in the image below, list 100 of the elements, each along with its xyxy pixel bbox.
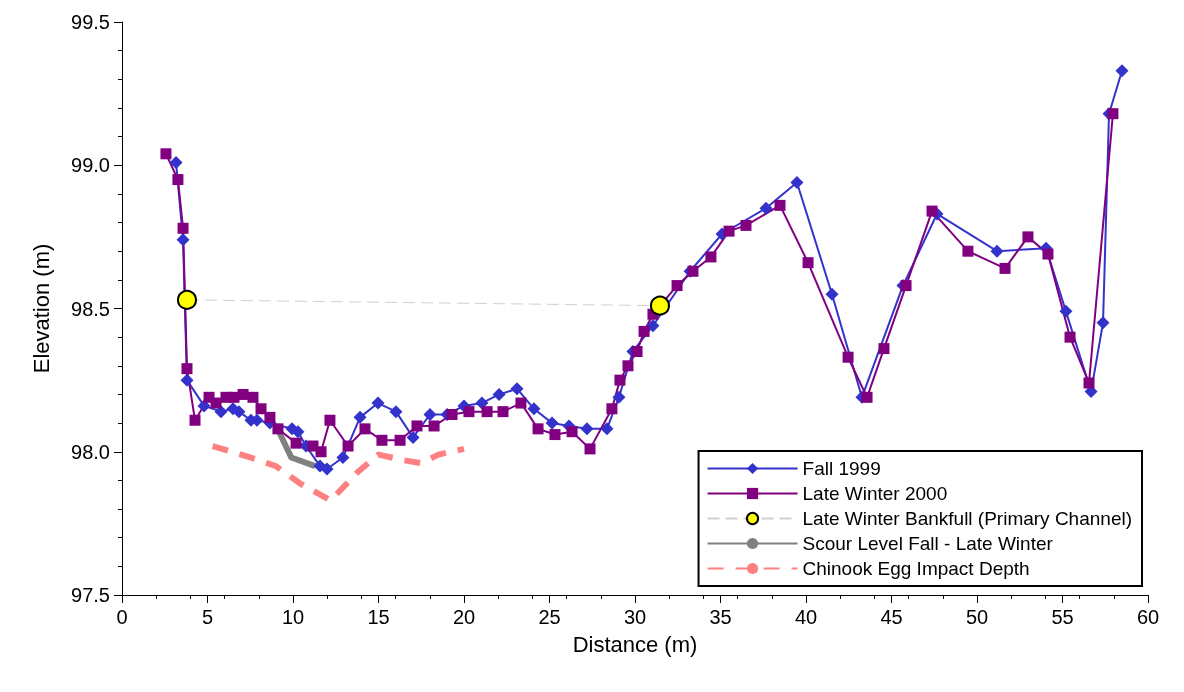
point	[411, 420, 423, 432]
point	[160, 148, 172, 160]
point	[631, 345, 643, 357]
legend-label: Fall 1999	[802, 458, 881, 479]
point	[353, 410, 367, 424]
point	[878, 343, 890, 355]
point	[842, 351, 854, 363]
x-tick-label: 55	[1051, 606, 1074, 628]
point	[428, 420, 440, 432]
point	[497, 406, 509, 418]
point	[324, 414, 336, 426]
point	[446, 409, 458, 421]
point	[532, 423, 544, 435]
point	[723, 225, 735, 237]
point	[600, 422, 614, 436]
point	[359, 423, 371, 435]
point	[549, 429, 561, 441]
point	[177, 222, 189, 234]
x-tick-label: 25	[538, 606, 561, 628]
point	[900, 280, 912, 292]
point	[291, 425, 305, 439]
x-tick-label: 35	[709, 606, 732, 628]
point	[740, 219, 752, 231]
x-tick-label: 10	[281, 606, 305, 628]
point	[687, 265, 699, 277]
point	[580, 422, 594, 436]
point	[315, 446, 327, 458]
point	[1107, 108, 1119, 120]
point	[177, 289, 197, 310]
point	[475, 396, 489, 410]
point	[926, 205, 938, 217]
x-axis-title: Distance (m)	[572, 631, 698, 657]
point	[169, 155, 183, 169]
point	[172, 174, 184, 186]
point	[1022, 231, 1034, 243]
point	[774, 199, 786, 211]
point	[1059, 304, 1073, 318]
legend-label: Late Winter 2000	[802, 483, 948, 504]
legend-label: Late Winter Bankfull (Primary Channel)	[802, 508, 1133, 529]
point	[1064, 331, 1076, 343]
point	[612, 390, 626, 404]
y-tick-label: 98.5	[71, 297, 110, 320]
point	[290, 437, 302, 449]
point	[342, 440, 354, 452]
point	[492, 387, 506, 401]
point	[638, 325, 650, 337]
point	[861, 391, 873, 403]
x-tick-label: 0	[116, 606, 128, 628]
x-tick-label: 5	[201, 606, 214, 628]
point	[1042, 248, 1054, 260]
point	[1096, 316, 1110, 330]
point	[790, 175, 804, 189]
point	[1083, 377, 1095, 389]
point	[264, 411, 276, 423]
point	[962, 245, 974, 257]
point	[1115, 64, 1129, 78]
x-tick-label: 40	[794, 606, 818, 628]
point	[232, 405, 246, 419]
x-tick-label: 50	[965, 606, 989, 628]
point	[463, 406, 475, 418]
point	[705, 251, 717, 263]
point	[759, 201, 773, 215]
point	[181, 363, 193, 375]
x-tick-label: 45	[880, 606, 903, 628]
point	[510, 382, 524, 396]
point	[481, 406, 493, 418]
x-tick-label: 15	[367, 606, 390, 628]
point	[614, 374, 626, 386]
point	[423, 408, 437, 422]
point	[566, 426, 578, 438]
point	[394, 434, 406, 446]
point	[545, 416, 559, 430]
y-tick-label: 97.5	[71, 584, 110, 606]
point	[255, 403, 267, 415]
point	[606, 403, 618, 415]
point	[671, 280, 683, 292]
point	[180, 373, 194, 387]
legend-label: Chinook Egg Impact Depth	[802, 558, 1030, 579]
x-tick-label: 60	[1136, 606, 1160, 628]
point	[622, 360, 634, 372]
point	[210, 397, 222, 409]
point	[189, 414, 201, 426]
point	[527, 402, 541, 416]
point	[646, 319, 660, 333]
y-axis-title: Elevation (m)	[28, 243, 54, 374]
point	[376, 434, 388, 446]
point	[825, 287, 839, 301]
point	[406, 430, 420, 444]
x-tick-label: 30	[623, 606, 647, 628]
point	[371, 396, 385, 410]
point	[515, 397, 527, 409]
point	[584, 443, 596, 455]
legend-label: Scour Level Fall - Late Winter	[802, 533, 1054, 554]
point	[247, 391, 259, 403]
point	[802, 257, 814, 269]
point	[389, 405, 403, 419]
x-tick-label: 20	[452, 606, 476, 628]
point	[336, 450, 350, 464]
point	[649, 295, 670, 316]
point	[999, 262, 1011, 274]
